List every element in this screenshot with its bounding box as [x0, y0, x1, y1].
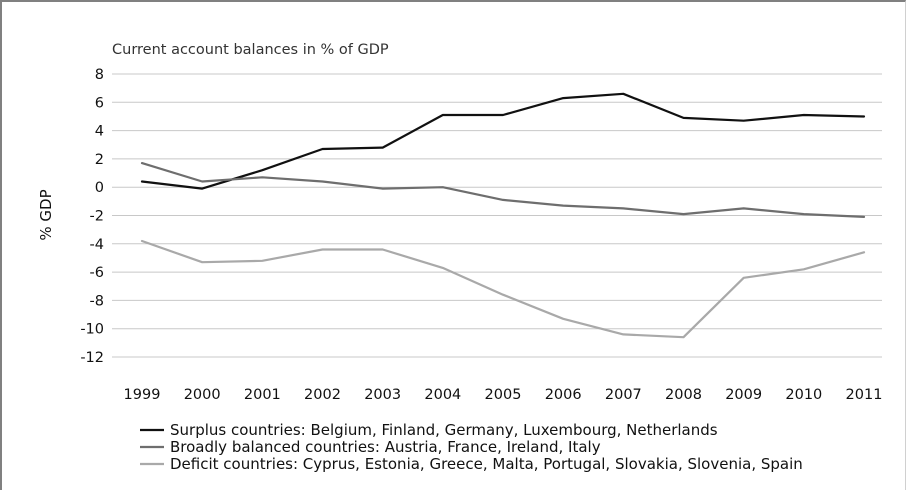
x-tick-label: 2003	[364, 387, 401, 403]
y-axis-label: % GDP	[37, 189, 55, 240]
x-tick-label: 2010	[785, 387, 822, 403]
y-tick-label: 0	[95, 180, 104, 196]
legend-label-1: Surplus countries: Belgium, Finland, Ger…	[170, 421, 718, 439]
x-tick-label: 2008	[665, 387, 702, 403]
x-tick-label: 2009	[725, 387, 762, 403]
x-tick-label: 1999	[124, 387, 161, 403]
y-tick-label: 6	[95, 95, 104, 111]
x-tick-label: 2005	[485, 387, 522, 403]
legend-label-2: Broadly balanced countries: Austria, Fra…	[170, 438, 601, 456]
y-tick-label: -2	[90, 209, 104, 225]
series-line-1	[140, 92, 866, 190]
y-tick-label: 8	[95, 67, 104, 83]
x-tick-label: 2000	[184, 387, 221, 403]
series-line-2	[140, 162, 866, 218]
series-line-3	[140, 239, 866, 339]
y-tick-label: -8	[90, 293, 104, 309]
x-tick-label: 2011	[846, 387, 883, 403]
y-tick-label: -10	[80, 322, 104, 338]
y-tick-label: -12	[80, 350, 104, 366]
x-tick-label: 2001	[244, 387, 281, 403]
y-tick-label: -4	[90, 237, 104, 253]
x-tick-label: 2004	[424, 387, 461, 403]
legend-label-3: Deficit countries: Cyprus, Estonia, Gree…	[170, 455, 803, 473]
chart-title: Current account balances in % of GDP	[112, 42, 389, 58]
y-tick-label: 2	[95, 152, 104, 168]
x-tick-label: 2007	[605, 387, 642, 403]
y-tick-label: 4	[95, 124, 104, 140]
y-tick-label: -6	[90, 265, 104, 281]
x-tick-label: 2006	[545, 387, 582, 403]
x-tick-label: 2002	[304, 387, 341, 403]
